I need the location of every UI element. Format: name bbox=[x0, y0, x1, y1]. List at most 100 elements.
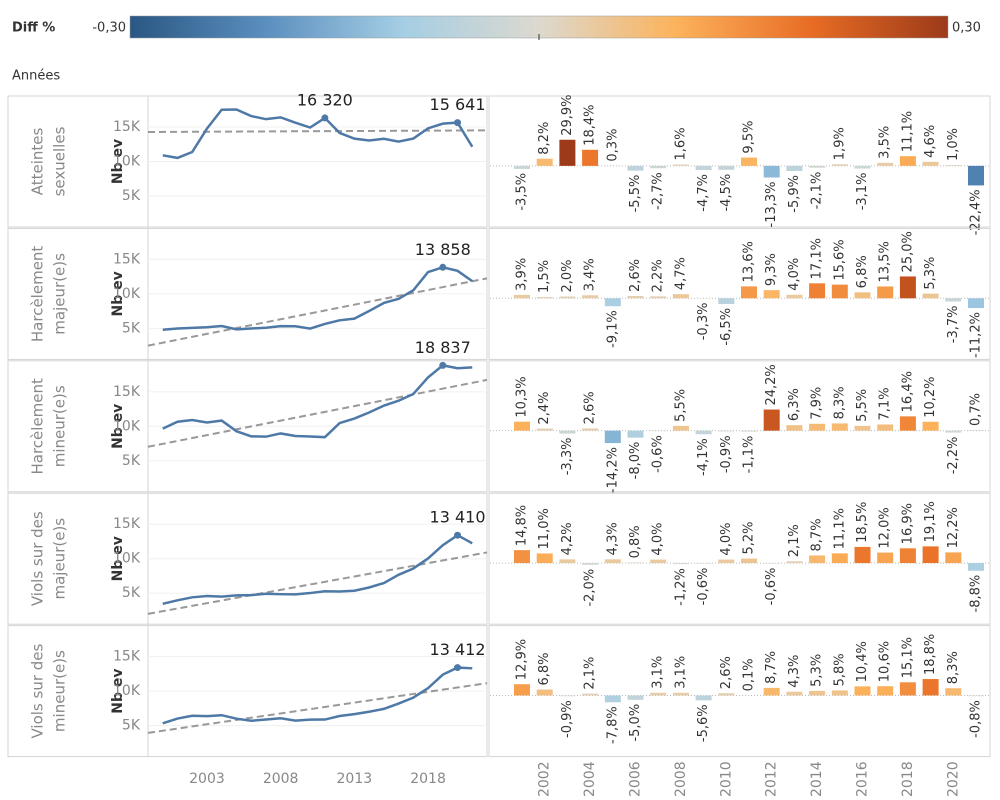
bar bbox=[786, 294, 803, 299]
bar bbox=[741, 286, 757, 299]
bar bbox=[650, 559, 667, 564]
bar bbox=[559, 559, 576, 564]
point bbox=[321, 114, 329, 122]
bar-label: 2,1% bbox=[787, 524, 802, 557]
bar-label: 2,6% bbox=[583, 391, 598, 424]
bar-label: 10,3% bbox=[515, 376, 530, 417]
bar-label: -9,1% bbox=[605, 310, 620, 348]
bar bbox=[718, 298, 735, 304]
x-tick-label: 2008 bbox=[673, 761, 689, 797]
bar bbox=[899, 416, 916, 431]
bar bbox=[582, 693, 599, 696]
bar bbox=[786, 165, 803, 172]
bar-cell bbox=[488, 492, 991, 625]
bar bbox=[604, 298, 621, 307]
bar-label: 18,8% bbox=[923, 634, 938, 675]
bar bbox=[831, 690, 848, 696]
bar bbox=[650, 430, 667, 432]
bar-cell bbox=[488, 227, 991, 360]
bar-label: 10,2% bbox=[923, 376, 938, 417]
bar bbox=[514, 550, 530, 564]
y-tick-label: 15K bbox=[113, 384, 141, 400]
legend-min: -0,30 bbox=[92, 21, 126, 36]
bar-label: -5,9% bbox=[787, 175, 802, 213]
point bbox=[454, 664, 462, 672]
bar bbox=[968, 298, 984, 309]
bar bbox=[854, 292, 871, 299]
bar-label: 9,3% bbox=[764, 253, 779, 286]
bar bbox=[514, 294, 530, 299]
legend-max: 0,30 bbox=[952, 21, 981, 36]
bar bbox=[922, 546, 939, 564]
bar-label: 2,1% bbox=[583, 657, 598, 690]
bar-label: 10,4% bbox=[855, 641, 870, 682]
y-tick-label: 5K bbox=[122, 718, 141, 734]
line bbox=[162, 533, 473, 606]
bar-label: 2,2% bbox=[651, 259, 666, 292]
bar-label: 18,5% bbox=[855, 502, 870, 543]
y-axis-label: Nb ev bbox=[110, 536, 126, 581]
bar-label: 2,6% bbox=[719, 656, 734, 689]
row-label: mineur(e)s bbox=[51, 385, 69, 467]
bar-label: -0,6% bbox=[696, 568, 711, 606]
bar-label: 8,3% bbox=[946, 651, 961, 684]
bar-label: 5,5% bbox=[855, 389, 870, 422]
bar-label: -0,6% bbox=[764, 568, 779, 606]
bar-label: 5,5% bbox=[673, 389, 688, 422]
bar-label: 12,0% bbox=[878, 507, 893, 548]
bar-label: 4,3% bbox=[605, 522, 620, 555]
bar-label: 2,0% bbox=[560, 259, 575, 292]
x-tick-label: 2008 bbox=[263, 771, 299, 787]
bar bbox=[968, 563, 984, 571]
bar bbox=[536, 296, 553, 299]
bar bbox=[831, 553, 848, 564]
row-label: Harcèlement bbox=[29, 246, 47, 343]
bar-label: -8,0% bbox=[628, 442, 643, 480]
line bbox=[162, 266, 473, 331]
bar bbox=[854, 425, 871, 431]
y-tick-label: 10K bbox=[113, 683, 141, 699]
bar bbox=[695, 430, 712, 435]
y-tick-label: 15K bbox=[113, 516, 141, 532]
bar bbox=[604, 430, 621, 444]
point-label: 13 858 bbox=[415, 240, 471, 259]
bar-label: -3,1% bbox=[855, 173, 870, 211]
bar-label: 18,4% bbox=[583, 104, 598, 145]
bar bbox=[514, 684, 530, 696]
bar bbox=[786, 425, 803, 431]
trend-line bbox=[147, 682, 488, 734]
trend-line bbox=[147, 551, 488, 615]
row-label: Atteintes bbox=[29, 128, 47, 196]
bar bbox=[809, 283, 826, 299]
axis-label: Années bbox=[12, 69, 60, 84]
bar bbox=[582, 149, 599, 166]
bar bbox=[582, 428, 599, 431]
bar-label: 15,6% bbox=[832, 239, 847, 280]
bar-label: -4,5% bbox=[719, 174, 734, 212]
point-label: 15 641 bbox=[430, 95, 486, 114]
bar-label: 2,4% bbox=[537, 392, 552, 425]
bar-label: 16,9% bbox=[900, 503, 915, 544]
bar-label: 5,3% bbox=[810, 654, 825, 687]
x-tick-label: 2018 bbox=[900, 761, 916, 797]
point bbox=[439, 361, 447, 369]
bar bbox=[559, 695, 576, 697]
bar-label: -14,2% bbox=[605, 447, 620, 493]
bar bbox=[831, 423, 848, 431]
bar-label: 0,3% bbox=[605, 129, 620, 162]
bar-label: -2,7% bbox=[651, 172, 666, 210]
x-tick-label: 2003 bbox=[189, 771, 225, 787]
bar bbox=[718, 430, 735, 432]
bar bbox=[877, 686, 894, 696]
bar-label: 14,8% bbox=[515, 505, 530, 546]
bar-label: 8,3% bbox=[832, 386, 847, 419]
bar bbox=[627, 430, 644, 438]
bar-label: 4,2% bbox=[560, 522, 575, 555]
bar-label: 19,1% bbox=[923, 501, 938, 542]
bar bbox=[695, 695, 712, 701]
bar bbox=[559, 430, 576, 434]
bar-label: 3,4% bbox=[583, 258, 598, 291]
bar bbox=[809, 165, 826, 168]
bar bbox=[968, 165, 984, 186]
